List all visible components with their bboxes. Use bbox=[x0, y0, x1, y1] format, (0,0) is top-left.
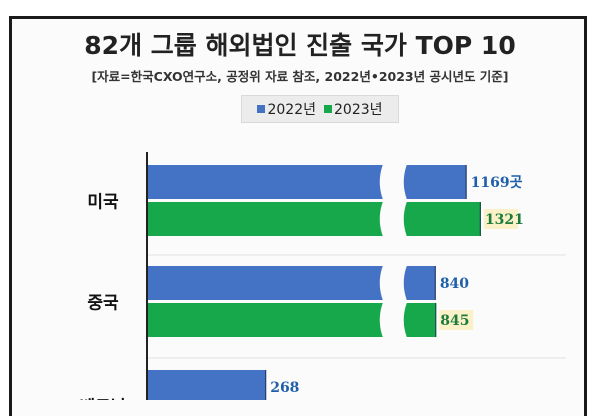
bar-0-1-segment-a bbox=[147, 266, 383, 300]
data-label-0-2: 268 bbox=[270, 380, 299, 396]
chart-title: 82개 그룹 해외법인 진출 국가 TOP 10 bbox=[84, 31, 516, 60]
legend-item-2022: 2022년 bbox=[257, 99, 316, 119]
legend-swatch-2022 bbox=[257, 105, 266, 113]
legend-label-2023: 2023년 bbox=[334, 102, 383, 118]
legend-item-2023: 2023년 bbox=[324, 99, 383, 119]
bar-chart: 미국 1169곳 1321 중국 840 845 베트남 268 bbox=[80, 152, 566, 401]
chart-legend: 2022년 2023년 bbox=[241, 95, 399, 123]
chart-subtitle: [자료=한국CXO연구소, 공정위 자료 참조, 2022년•2023년 공시년… bbox=[91, 69, 509, 84]
bar-1-0-segment-b bbox=[403, 202, 481, 236]
bar-0-2 bbox=[147, 370, 267, 400]
category-label-1: 중국 bbox=[87, 294, 119, 314]
bar-1-1-segment-b bbox=[403, 303, 437, 337]
data-label-0-1: 840 bbox=[440, 276, 469, 292]
category-label-2: 베트남 bbox=[80, 398, 127, 401]
bar-1-1-segment-a bbox=[147, 303, 383, 337]
data-label-1-0: 1321 bbox=[485, 212, 524, 228]
data-label-0-0: 1169곳 bbox=[471, 175, 523, 191]
bar-0-0-segment-b bbox=[403, 165, 467, 199]
bar-1-0-segment-a bbox=[147, 202, 383, 236]
bar-1-1-edge bbox=[435, 303, 437, 337]
legend-swatch-2023 bbox=[324, 105, 332, 113]
bar-0-0-segment-a bbox=[147, 165, 383, 199]
bar-0-2-edge bbox=[265, 370, 267, 400]
legend-label-2022: 2022년 bbox=[267, 102, 316, 118]
data-label-bg-1-0 bbox=[483, 209, 518, 229]
data-label-1-1: 845 bbox=[440, 313, 469, 329]
bar-0-0-edge bbox=[465, 165, 467, 199]
bar-0-1-segment-b bbox=[403, 266, 436, 300]
bar-1-0-edge bbox=[479, 202, 481, 236]
category-label-0: 미국 bbox=[87, 193, 119, 213]
bar-0-1-edge bbox=[434, 266, 436, 300]
data-label-bg-1-1 bbox=[439, 310, 474, 330]
